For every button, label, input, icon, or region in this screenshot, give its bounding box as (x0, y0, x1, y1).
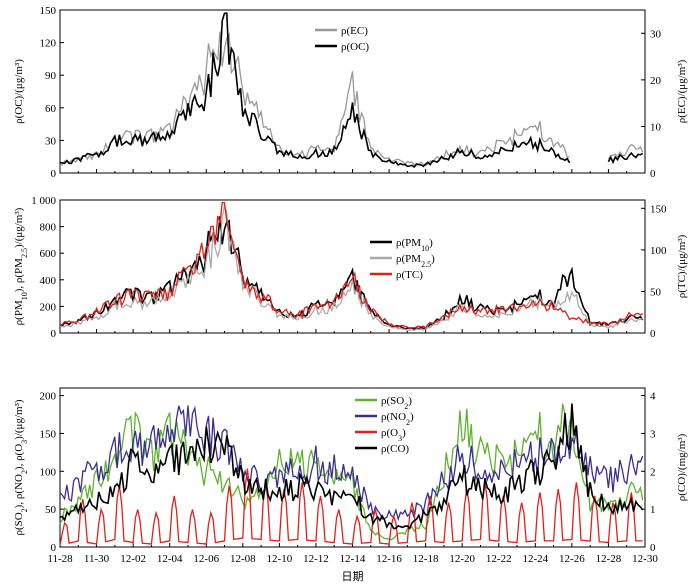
y2-tick-label: 100 (650, 245, 667, 257)
legend-label: ρ(PM10) (396, 237, 433, 253)
series-line (59, 468, 643, 546)
legend-label: ρ(PM2.5) (396, 253, 435, 269)
y-tick-label: 1 000 (31, 195, 56, 207)
y2-tick-label: 10 (650, 121, 662, 133)
panel-bottom: 0 50 100 150 200 0 1 2 3 4 ρ(SO2), ρ(NO2), ρ(O3)/(… (13, 387, 688, 554)
y-tick-label: 150 (40, 5, 57, 17)
panel-top: 0 30 60 90 120 150 0 10 20 30 ρ(OC)/(μg/m³) ρ(EC)/(… (13, 5, 688, 180)
y2-tick-label: 4 (650, 391, 656, 403)
y-tick-label: 30 (45, 135, 57, 147)
legend-label: ρ(NO2) (381, 411, 414, 427)
y2-tick-label: 0 (650, 328, 656, 340)
y2-axis-label: ρ(EC)/(μg/m³) (676, 59, 688, 123)
legend-label: ρ(O3) (381, 427, 406, 443)
series-line (59, 403, 644, 530)
y-tick-label: 0 (51, 542, 57, 554)
x-tick-label: 12-02 (120, 553, 146, 565)
series-line (60, 203, 643, 332)
y2-axis-label: ρ(CO)/(mg/m³) (676, 433, 688, 501)
y2-axis-label: ρ(TC)/(μg/m³) (676, 234, 688, 298)
x-tick-label: 12-14 (340, 553, 366, 565)
x-tick-label: 11-28 (47, 553, 73, 565)
y-tick-label: 120 (40, 38, 57, 50)
x-tick-label: 12-22 (486, 553, 512, 565)
legend-label: ρ(SO2) (381, 395, 412, 411)
x-tick-label: 12-30 (632, 553, 658, 565)
legend-label: ρ(TC) (396, 269, 423, 281)
y-tick-label: 60 (45, 103, 57, 115)
x-tick-label: 12-04 (157, 553, 183, 565)
y2-tick-label: 0 (650, 168, 656, 180)
x-tick-label: 12-20 (449, 553, 475, 565)
x-tick-label: 12-28 (596, 553, 622, 565)
x-tick-label: 12-12 (303, 553, 329, 565)
series-line (59, 202, 644, 330)
y-tick-label: 400 (40, 275, 57, 287)
y2-tick-label: 3 (650, 428, 656, 440)
y-tick-label: 90 (45, 70, 57, 82)
x-tick-label: 12-06 (193, 553, 219, 565)
x-tick-label: 12-24 (522, 553, 548, 565)
legend-label: ρ(EC) (341, 25, 368, 37)
series-line (59, 405, 644, 522)
y2-tick-label: 50 (650, 286, 662, 298)
y2-tick-label: 20 (650, 75, 662, 87)
y-tick-label: 50 (45, 504, 57, 516)
series-line (59, 12, 644, 169)
legend-label: ρ(OC) (341, 41, 369, 53)
series-line (59, 216, 644, 330)
y2-tick-label: 30 (650, 28, 662, 40)
y-axis-label: ρ(PM10), ρ(PM2.5)/(μg/m³) (13, 207, 29, 325)
y-tick-label: 200 (40, 391, 57, 403)
x-tick-label: 11-30 (84, 553, 110, 565)
legend-label: ρ(CO) (381, 443, 409, 455)
y-tick-label: 0 (51, 168, 57, 180)
x-tick-label: 12-08 (230, 553, 256, 565)
y2-tick-label: 0 (650, 542, 656, 554)
y-tick-label: 800 (40, 222, 57, 234)
panel-middle: 0 200 400 600 800 1 000 0 50 100 150 ρ(PM10), ρ(PM… (13, 195, 688, 340)
y-tick-label: 200 (40, 301, 57, 313)
x-tick-label: 12-10 (267, 553, 293, 565)
y-tick-label: 600 (40, 248, 57, 260)
x-tick-label: 12-18 (413, 553, 439, 565)
y-tick-label: 0 (51, 328, 57, 340)
y2-tick-label: 1 (650, 504, 656, 516)
y-axis-label: ρ(OC)/(μg/m³) (13, 59, 25, 124)
y-tick-label: 100 (40, 466, 57, 478)
y2-tick-label: 2 (650, 466, 656, 478)
x-tick-label: 12-16 (376, 553, 402, 565)
x-tick-label: 12-26 (559, 553, 585, 565)
y-tick-label: 150 (40, 428, 57, 440)
y2-tick-label: 150 (650, 203, 667, 215)
x-axis-label: 日期 (342, 570, 364, 583)
y-axis-label: ρ(SO2), ρ(NO2), ρ(O3)/(μg/m³) (13, 399, 29, 535)
plot-frame (59, 199, 646, 334)
